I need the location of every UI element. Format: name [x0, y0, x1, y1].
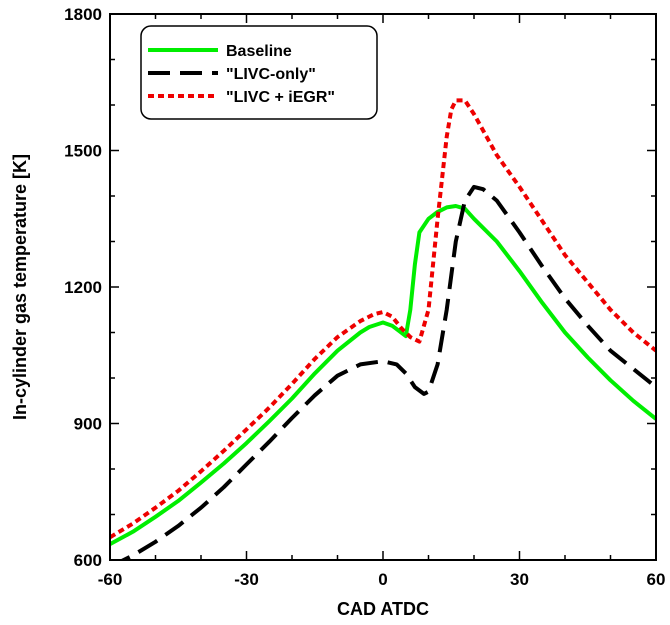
series-line-3: [110, 98, 656, 540]
legend-label-3: "LIVC + iEGR": [226, 89, 335, 106]
series-line-2: [119, 184, 656, 560]
axis-tick-labels: -60 -30 0 30 60 600 900 1200 1500 1800: [64, 5, 665, 589]
y-tick-label: 1200: [64, 278, 102, 297]
x-tick-label: 60: [647, 570, 666, 589]
y-tick-label: 1800: [64, 5, 102, 24]
x-tick-label: -60: [98, 570, 123, 589]
x-tick-label: -30: [234, 570, 259, 589]
x-axis-title: CAD ATDC: [337, 599, 429, 619]
axis-ticks: [109, 13, 657, 561]
legend-label-1: Baseline: [226, 43, 292, 60]
y-tick-label: 1500: [64, 142, 102, 161]
series-line-1: [110, 204, 656, 546]
y-axis-title: In-cylinder gas temperature [K]: [10, 154, 30, 420]
x-tick-label: 0: [378, 570, 387, 589]
legend: Baseline "LIVC-only" "LIVC + iEGR": [140, 25, 378, 120]
legend-label-2: "LIVC-only": [226, 66, 316, 83]
series-lines: [110, 98, 656, 560]
y-tick-label: 600: [74, 551, 102, 570]
x-tick-label: 30: [510, 570, 529, 589]
y-tick-label: 900: [74, 415, 102, 434]
